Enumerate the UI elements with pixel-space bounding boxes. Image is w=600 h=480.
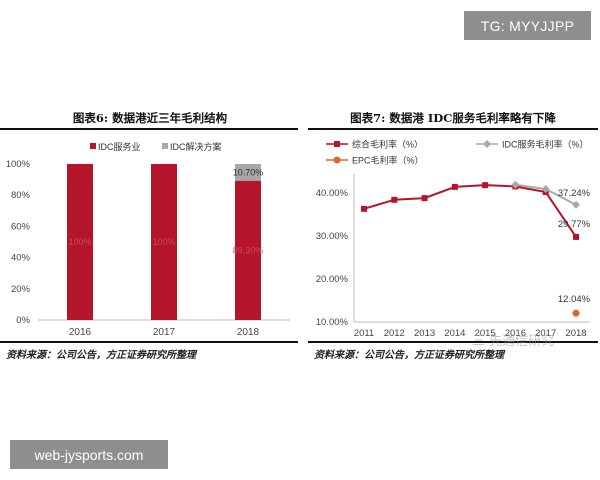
series-point-0 bbox=[421, 195, 428, 202]
x-tick-label: 2016 bbox=[69, 327, 92, 338]
line-chart: 综合毛利率（%） IDC服务毛利率（%） EPC毛利率（%） 10.00% 20.00%… bbox=[316, 139, 591, 340]
y-tick-label: 10.00% bbox=[316, 317, 349, 328]
bar-2018-0 bbox=[235, 180, 261, 320]
series-point-0 bbox=[482, 182, 489, 189]
bar-data-label: 89.30% bbox=[233, 245, 264, 255]
legend-marker-2 bbox=[333, 156, 341, 164]
legend-label-0: IDC服务业 bbox=[98, 141, 141, 152]
bar-data-label: 100% bbox=[152, 237, 175, 247]
x-tick-label: 2012 bbox=[384, 328, 405, 339]
figure7-bottom-rule bbox=[308, 341, 598, 343]
y-tick-label: 40.00% bbox=[316, 188, 349, 199]
site-tag: web-jysports.com bbox=[10, 440, 168, 469]
y-tick-label: 20.00% bbox=[316, 274, 349, 285]
y-tick-label: 60% bbox=[11, 221, 31, 232]
series-point-0 bbox=[391, 196, 398, 203]
legend-swatch-0 bbox=[90, 143, 96, 149]
legend-swatch-1 bbox=[162, 143, 168, 149]
legend-label-0: 综合毛利率（%） bbox=[352, 139, 423, 150]
y-tick-label: 30.00% bbox=[316, 231, 349, 242]
legend-label-1: IDC服务毛利率（%） bbox=[502, 139, 589, 150]
data-label-1: 37.24% bbox=[558, 188, 591, 199]
figure7-source: 资料来源：公司公告，方正证券研究所整理 bbox=[314, 350, 504, 361]
series-point-2 bbox=[572, 309, 580, 317]
x-tick-label: 2013 bbox=[414, 328, 435, 339]
bar-2018-1 bbox=[235, 164, 261, 181]
y-tick-label: 0% bbox=[16, 315, 30, 326]
telegram-tag: TG: MYYJJPP bbox=[464, 11, 591, 40]
x-tick-label: 2011 bbox=[354, 328, 374, 339]
figure6-top-rule bbox=[0, 128, 298, 130]
figure6-source: 资料来源：公司公告，方正证券研究所整理 bbox=[6, 350, 196, 361]
series-point-0 bbox=[451, 183, 458, 190]
figure6-bottom-rule bbox=[0, 341, 298, 343]
y-tick-label: 100% bbox=[6, 159, 31, 170]
series-point-1 bbox=[541, 185, 550, 194]
series-point-0 bbox=[361, 205, 367, 212]
bar-2017-0 bbox=[151, 164, 177, 320]
x-tick-label: 2017 bbox=[535, 328, 556, 339]
data-label-0: 29.77% bbox=[558, 219, 591, 230]
bar-data-label: 100% bbox=[68, 237, 91, 247]
series-point-1 bbox=[511, 180, 520, 189]
x-tick-label: 2016 bbox=[505, 328, 526, 339]
bar-chart: IDC服务业 IDC解决方案 0% 20% 40% 60% 80% 100% 100% 2016 1… bbox=[6, 141, 290, 338]
series-line-0 bbox=[363, 184, 577, 238]
legend-marker-1 bbox=[483, 140, 491, 148]
series-point-1 bbox=[572, 200, 580, 209]
y-tick-label: 20% bbox=[11, 284, 31, 295]
x-tick-label: 2018 bbox=[565, 328, 586, 339]
data-label-2: 12.04% bbox=[558, 294, 591, 305]
y-tick-label: 80% bbox=[11, 190, 31, 201]
watermark: 三 先通信研究 bbox=[472, 334, 555, 349]
x-tick-label: 2017 bbox=[153, 327, 176, 338]
legend-marker-0 bbox=[334, 141, 340, 147]
x-tick-label: 2014 bbox=[444, 328, 465, 339]
x-tick-label: 2015 bbox=[475, 328, 496, 339]
bar-2016-0 bbox=[67, 164, 93, 320]
legend-label-2: EPC毛利率（%） bbox=[352, 155, 424, 166]
figure6-title: 图表6: 数据港近三年毛利结构 bbox=[72, 111, 228, 125]
legend-label-1: IDC解决方案 bbox=[170, 141, 222, 152]
figure7-title: 图表7: 数据港 IDC服务毛利率略有下降 bbox=[350, 111, 556, 125]
series-point-0 bbox=[573, 233, 579, 240]
bar-data-label: 10.70% bbox=[233, 167, 264, 177]
x-tick-label: 2018 bbox=[237, 327, 260, 338]
y-tick-label: 40% bbox=[11, 253, 31, 264]
figure7-top-rule bbox=[308, 128, 598, 130]
